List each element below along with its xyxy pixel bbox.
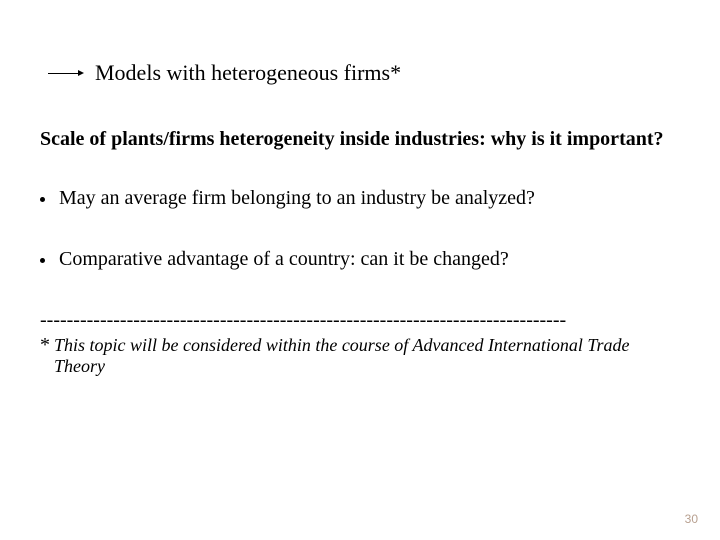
bullet-text: Comparative advantage of a country: can …: [59, 248, 509, 271]
bullet-text: May an average firm belonging to an indu…: [59, 187, 535, 210]
divider-line: ----------------------------------------…: [40, 309, 680, 332]
bullet-item-2: Comparative advantage of a country: can …: [40, 248, 680, 271]
footnote-text: This topic will be considered within the…: [54, 334, 680, 377]
bullet-dot-icon: [40, 258, 45, 263]
arrow-head-icon: [78, 70, 84, 76]
main-question: Scale of plants/firms heterogeneity insi…: [62, 128, 680, 151]
bullet-item-1: May an average firm belonging to an indu…: [40, 187, 680, 210]
footnote-star: *: [40, 334, 50, 357]
arrow-line: [48, 73, 80, 74]
slide-title: Models with heterogeneous firms*: [95, 60, 680, 86]
bullet-dot-icon: [40, 197, 45, 202]
page-number: 30: [685, 512, 698, 526]
footnote: * This topic will be considered within t…: [40, 334, 680, 377]
